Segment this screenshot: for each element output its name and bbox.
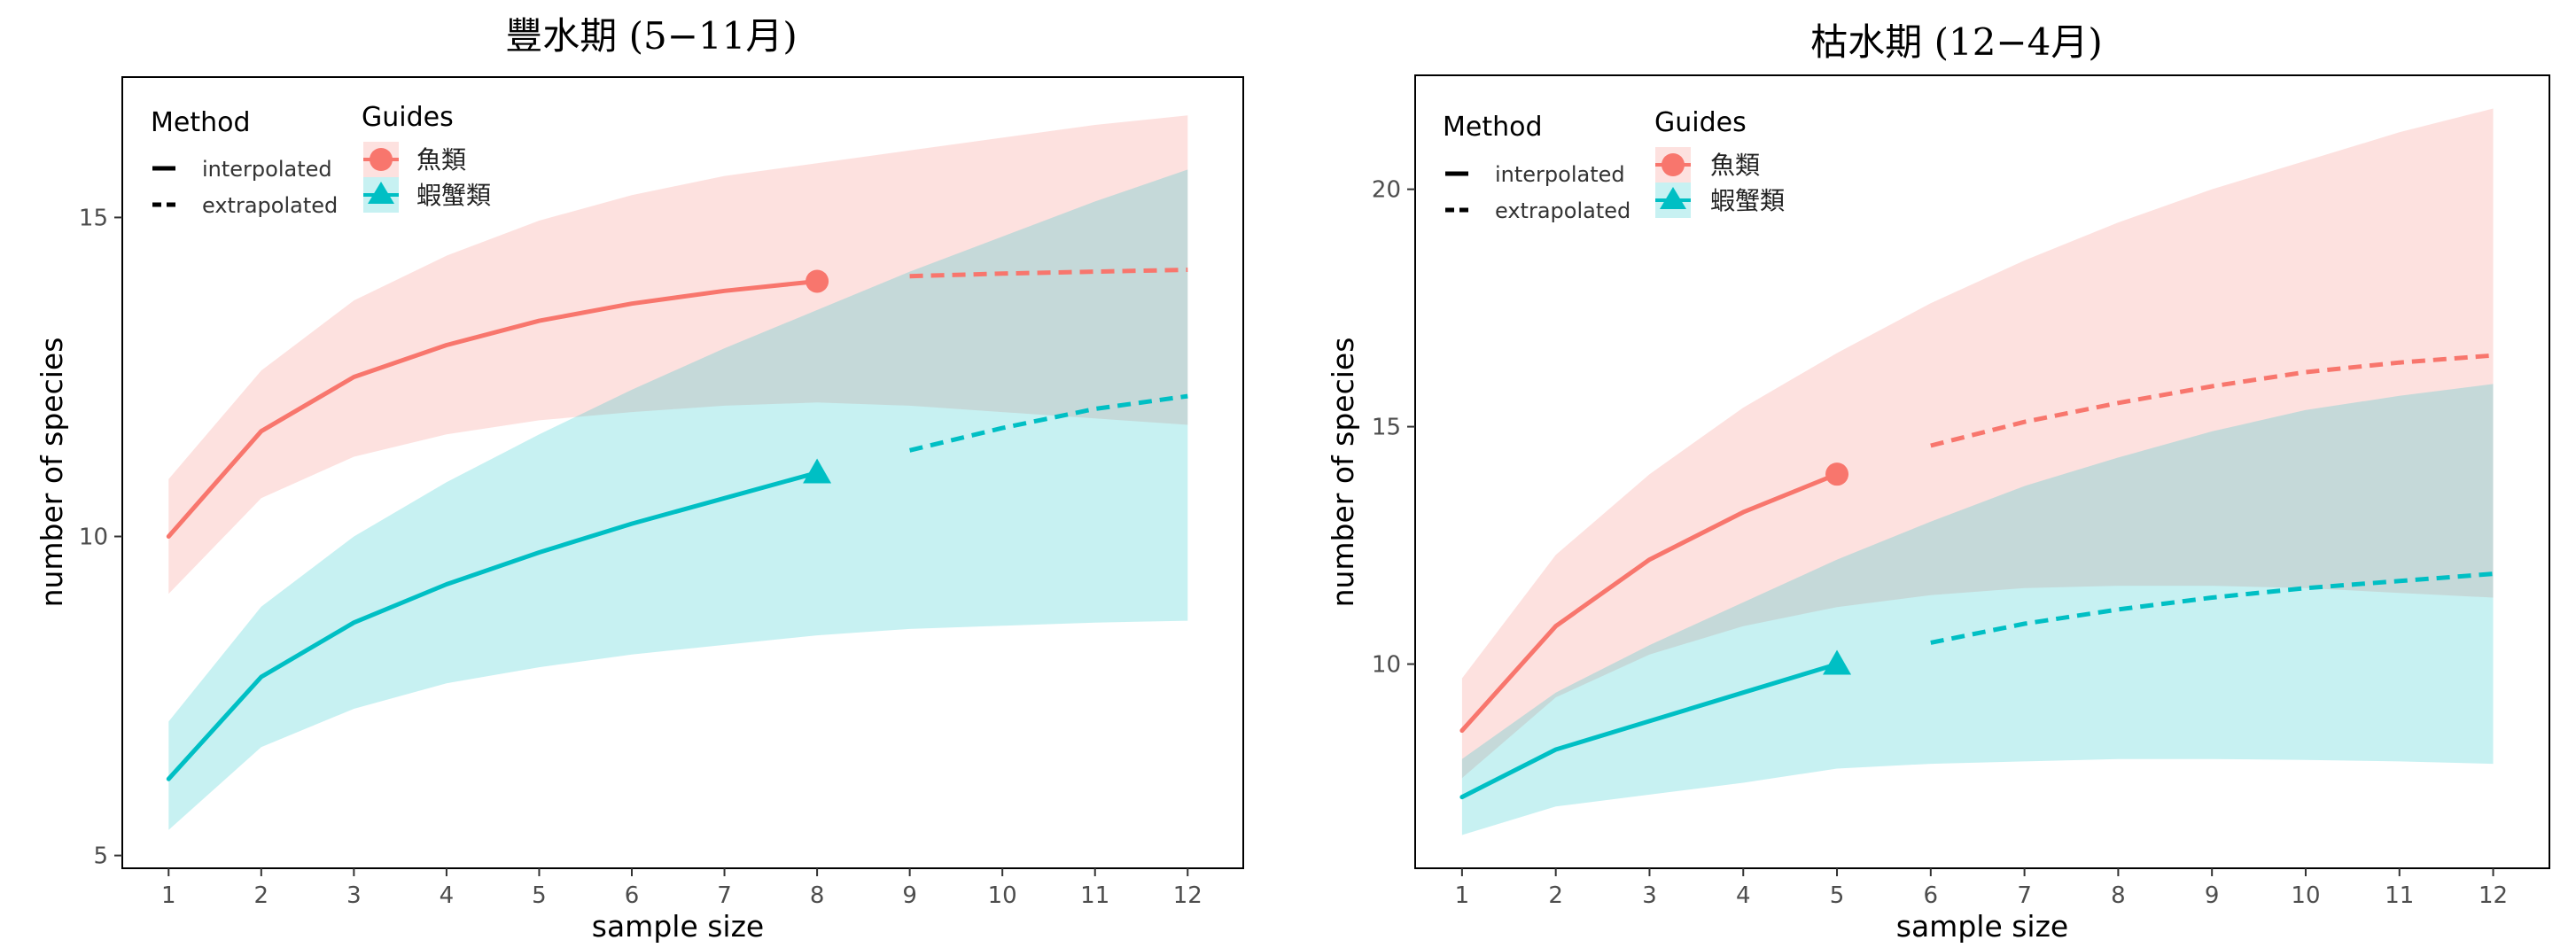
right-line-interpolated-0: [1459, 471, 1840, 734]
right-line-extrapolated-0: [1930, 353, 2494, 448]
right-legend-method-title: Method: [1443, 112, 1543, 143]
right-line-interpolated-1: [1459, 662, 1840, 800]
right-y-tick-label: 20: [1372, 177, 1401, 204]
left-x-tick-label: 7: [717, 882, 732, 909]
right-x-tick-label: 4: [1736, 882, 1751, 909]
left-y-tick-label: 10: [79, 525, 108, 551]
right-x-tick-label: 11: [2385, 882, 2414, 909]
left-legend-crab-label: 蝦蟹類: [416, 181, 491, 210]
left-x-tick-label: 11: [1080, 882, 1109, 909]
right-x-tick-label: 2: [1548, 882, 1563, 909]
right-line-extrapolated-1: [1930, 571, 2494, 645]
right-y-tick-label: 15: [1372, 415, 1401, 441]
left-plot-border: [121, 76, 1244, 869]
left-legend-crab-marker: [368, 182, 394, 204]
left-x-tick-label: 8: [810, 882, 825, 909]
left-observed-point-1: [803, 458, 832, 484]
right-band-1: [1461, 384, 2494, 835]
left-chart-title: 豐水期 (5−11月): [505, 14, 797, 58]
left-line-extrapolated-1: [909, 393, 1188, 453]
left-y-tick-label: 15: [79, 205, 108, 231]
left-line-extrapolated-0: [909, 268, 1188, 279]
right-legend-interpolated-label: interpolated: [1495, 162, 1625, 187]
left-plot-area: [166, 115, 1188, 830]
right-y-tick-label: 10: [1372, 652, 1401, 679]
right-legend-guides-title: Guides: [1654, 107, 1747, 138]
left-legend-fish-marker: [370, 148, 393, 171]
left-legend-fish-label: 魚類: [416, 145, 466, 175]
left-x-tick-label: 2: [254, 882, 269, 909]
right-x-tick-label: 3: [1642, 882, 1657, 909]
left-legend-extrapolated-label: extrapolated: [202, 193, 338, 218]
left-x-tick-label: 12: [1173, 882, 1202, 909]
right-legend-crab-marker: [1660, 187, 1686, 209]
left-line-interpolated-1: [166, 470, 820, 781]
right-x-tick-label: 9: [2205, 882, 2220, 909]
left-legend: Method interpolated extrapolated Guides …: [151, 102, 491, 218]
right-legend-fish-marker: [1662, 153, 1685, 176]
left-x-tick-label: 9: [902, 882, 917, 909]
left-y-tick-label: 5: [93, 843, 108, 870]
left-x-axis-label: sample size: [592, 909, 764, 944]
left-line-interpolated-0: [166, 279, 820, 539]
right-legend-fish-label: 魚類: [1710, 151, 1760, 180]
right-x-tick-label: 6: [1924, 882, 1939, 909]
right-observed-point-0: [1825, 462, 1849, 486]
right-legend-extrapolated-label: extrapolated: [1495, 198, 1630, 223]
left-band-0: [168, 115, 1188, 594]
left-band-1: [168, 169, 1188, 830]
right-x-axis-label: sample size: [1896, 909, 2068, 944]
right-x-tick-label: 12: [2479, 882, 2508, 909]
right-chart-title: 枯水期 (12−4月): [1810, 20, 2102, 64]
right-plot-area: [1459, 108, 2494, 835]
left-x-tick-label: 3: [346, 882, 362, 909]
right-plot-border: [1414, 74, 2550, 869]
left-legend-guides-title: Guides: [362, 102, 454, 133]
left-x-tick-label: 1: [161, 882, 176, 909]
left-y-axis-label: number of species: [35, 338, 69, 608]
right-x-tick-label: 8: [2111, 882, 2126, 909]
right-observed-point-1: [1823, 649, 1852, 675]
right-y-axis-label: number of species: [1326, 338, 1360, 608]
right-x-tick-label: 7: [2017, 882, 2032, 909]
left-x-tick-label: 6: [625, 882, 640, 909]
left-legend-method-title: Method: [151, 107, 251, 138]
right-legend-crab-label: 蝦蟹類: [1710, 186, 1785, 215]
left-x-tick-label: 4: [440, 882, 455, 909]
right-x-tick-label: 10: [2291, 882, 2320, 909]
left-observed-point-0: [805, 269, 829, 293]
left-x-tick-label: 10: [988, 882, 1017, 909]
right-legend: Method interpolated extrapolated Guides …: [1443, 107, 1785, 223]
left-legend-interpolated-label: interpolated: [202, 157, 332, 182]
right-band-0: [1461, 108, 2494, 779]
right-x-tick-label: 5: [1830, 882, 1845, 909]
right-x-tick-label: 1: [1455, 882, 1470, 909]
left-x-tick-label: 5: [532, 882, 547, 909]
